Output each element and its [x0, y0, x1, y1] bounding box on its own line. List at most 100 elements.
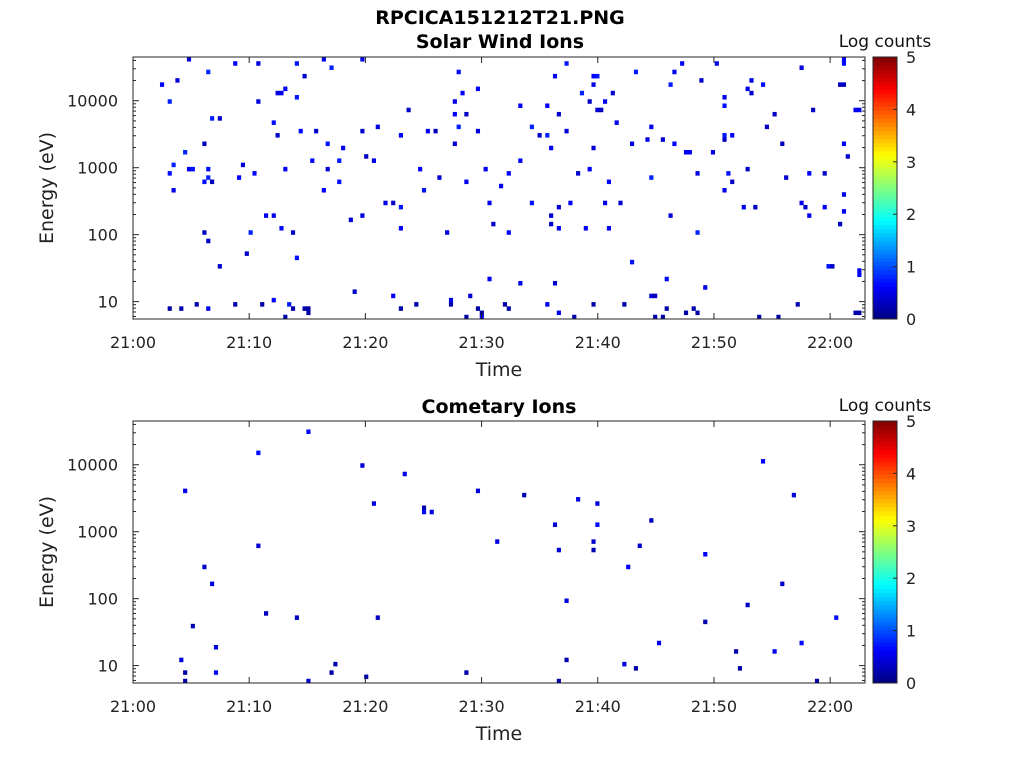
colorbar-swatch — [873, 85, 897, 91]
colorbar-swatch — [873, 183, 897, 189]
heatmap-cell — [306, 678, 311, 684]
colorbar-swatch — [873, 470, 897, 475]
colorbar-swatch — [873, 539, 897, 545]
heatmap-cell — [290, 230, 296, 235]
x-tick-label: 22:00 — [807, 697, 853, 716]
heatmap-cell — [603, 99, 608, 104]
heatmap-cell — [206, 306, 211, 311]
heatmap-cell — [549, 221, 554, 227]
heatmap-cell — [202, 179, 207, 185]
colorbar-tick-label: 0 — [906, 310, 916, 329]
heatmap-cell — [329, 670, 334, 675]
colorbar-swatch — [873, 77, 897, 82]
heatmap-cell — [822, 204, 827, 210]
colorbar-swatch — [873, 126, 897, 132]
heatmap-cell — [680, 61, 685, 66]
heatmap-cell — [360, 128, 365, 134]
heatmap-cell — [734, 649, 739, 654]
heatmap-cell — [710, 149, 716, 155]
heatmap-cell — [294, 255, 299, 261]
heatmap-cell — [606, 179, 612, 185]
heatmap-cell — [556, 226, 561, 231]
heatmap-cell — [838, 82, 843, 87]
colorbar-swatch — [873, 114, 897, 119]
heatmap-cell — [421, 509, 427, 515]
heatmap-cell — [545, 133, 550, 138]
heatmap-cell — [672, 69, 677, 75]
heatmap-cell — [741, 204, 746, 210]
heatmap-cell — [437, 175, 442, 180]
heatmap-cell — [256, 61, 261, 66]
heatmap-cell — [591, 82, 596, 87]
heatmap-cell — [360, 463, 365, 468]
heatmap-cell — [341, 145, 346, 151]
colorbar-swatch — [873, 159, 897, 164]
heatmap-cell — [803, 204, 808, 210]
colorbar-swatch — [873, 441, 897, 446]
y-axis-ticks: 10 100 1000 10000 — [67, 423, 865, 681]
heatmap-cell — [487, 200, 492, 206]
heatmap-cell — [159, 82, 165, 87]
heatmap-cell — [853, 310, 858, 316]
heatmap-cell — [722, 103, 727, 109]
heatmap-cell — [298, 128, 303, 134]
heatmap-cell — [202, 141, 207, 147]
colorbar-swatch — [873, 179, 897, 185]
colorbar-swatch — [873, 560, 897, 565]
heatmap-cell — [576, 171, 581, 176]
heatmap-cell — [791, 492, 796, 498]
colorbar-swatch — [873, 212, 897, 218]
colorbar-title: Log counts — [839, 396, 932, 416]
heatmap-cell — [629, 141, 635, 147]
heatmap-cell — [429, 509, 434, 515]
heatmap-cell — [487, 276, 492, 282]
heatmap-cell — [633, 69, 638, 75]
heatmap-cell — [606, 226, 612, 231]
heatmap-cell — [279, 226, 284, 231]
heatmap-cell — [749, 78, 754, 83]
heatmap-cell — [564, 128, 569, 134]
heatmap-cell — [371, 501, 377, 506]
panel-cometary-ions: 21:00 21:10 21:20 21:30 21:40 21:50 22:00 1010… — [36, 396, 931, 745]
heatmap-cell — [167, 99, 172, 104]
heatmap-cell — [183, 149, 188, 155]
heatmap-cell — [614, 120, 619, 125]
heatmap-cell — [464, 111, 469, 117]
heatmap-cell — [576, 497, 581, 502]
heatmap-cell — [549, 213, 554, 218]
heatmap-cell — [552, 522, 558, 527]
heatmap-cell — [240, 162, 246, 168]
heatmap-cell — [552, 280, 558, 286]
heatmap-cell — [167, 171, 172, 176]
colorbar-swatch — [873, 433, 897, 438]
heatmap-cell — [464, 314, 469, 320]
colorbar-swatch — [873, 670, 897, 676]
colorbar-swatch — [873, 478, 897, 483]
heatmap-cell — [287, 302, 292, 307]
plot-frame — [132, 420, 866, 684]
colorbar-swatch — [873, 642, 897, 647]
heatmap-cell — [591, 302, 596, 307]
heatmap-cell — [691, 306, 696, 311]
heatmap-cell — [722, 95, 727, 100]
colorbar-swatch — [873, 535, 897, 541]
colorbar-swatch — [873, 421, 897, 426]
x-tick-label: 21:40 — [575, 697, 621, 716]
heatmap-cell — [857, 272, 862, 278]
heatmap-cell — [564, 598, 569, 604]
y-axis-label: Energy (eV) — [36, 132, 58, 244]
heatmap-cell — [776, 314, 781, 320]
heatmap-cell — [695, 310, 700, 316]
heatmap-cell — [460, 90, 465, 96]
colorbar-swatch — [873, 547, 897, 553]
colorbar-swatch — [873, 425, 897, 430]
heatmap-cell — [795, 302, 800, 307]
heatmap-cell — [537, 133, 542, 138]
heatmap-cell — [479, 310, 484, 316]
heatmap-cell — [745, 602, 750, 608]
heatmap-cell — [841, 61, 847, 66]
heatmap-cell — [210, 179, 215, 185]
colorbar-swatch — [873, 461, 897, 467]
heatmap-cell — [306, 429, 311, 434]
heatmap-cell — [799, 65, 804, 70]
